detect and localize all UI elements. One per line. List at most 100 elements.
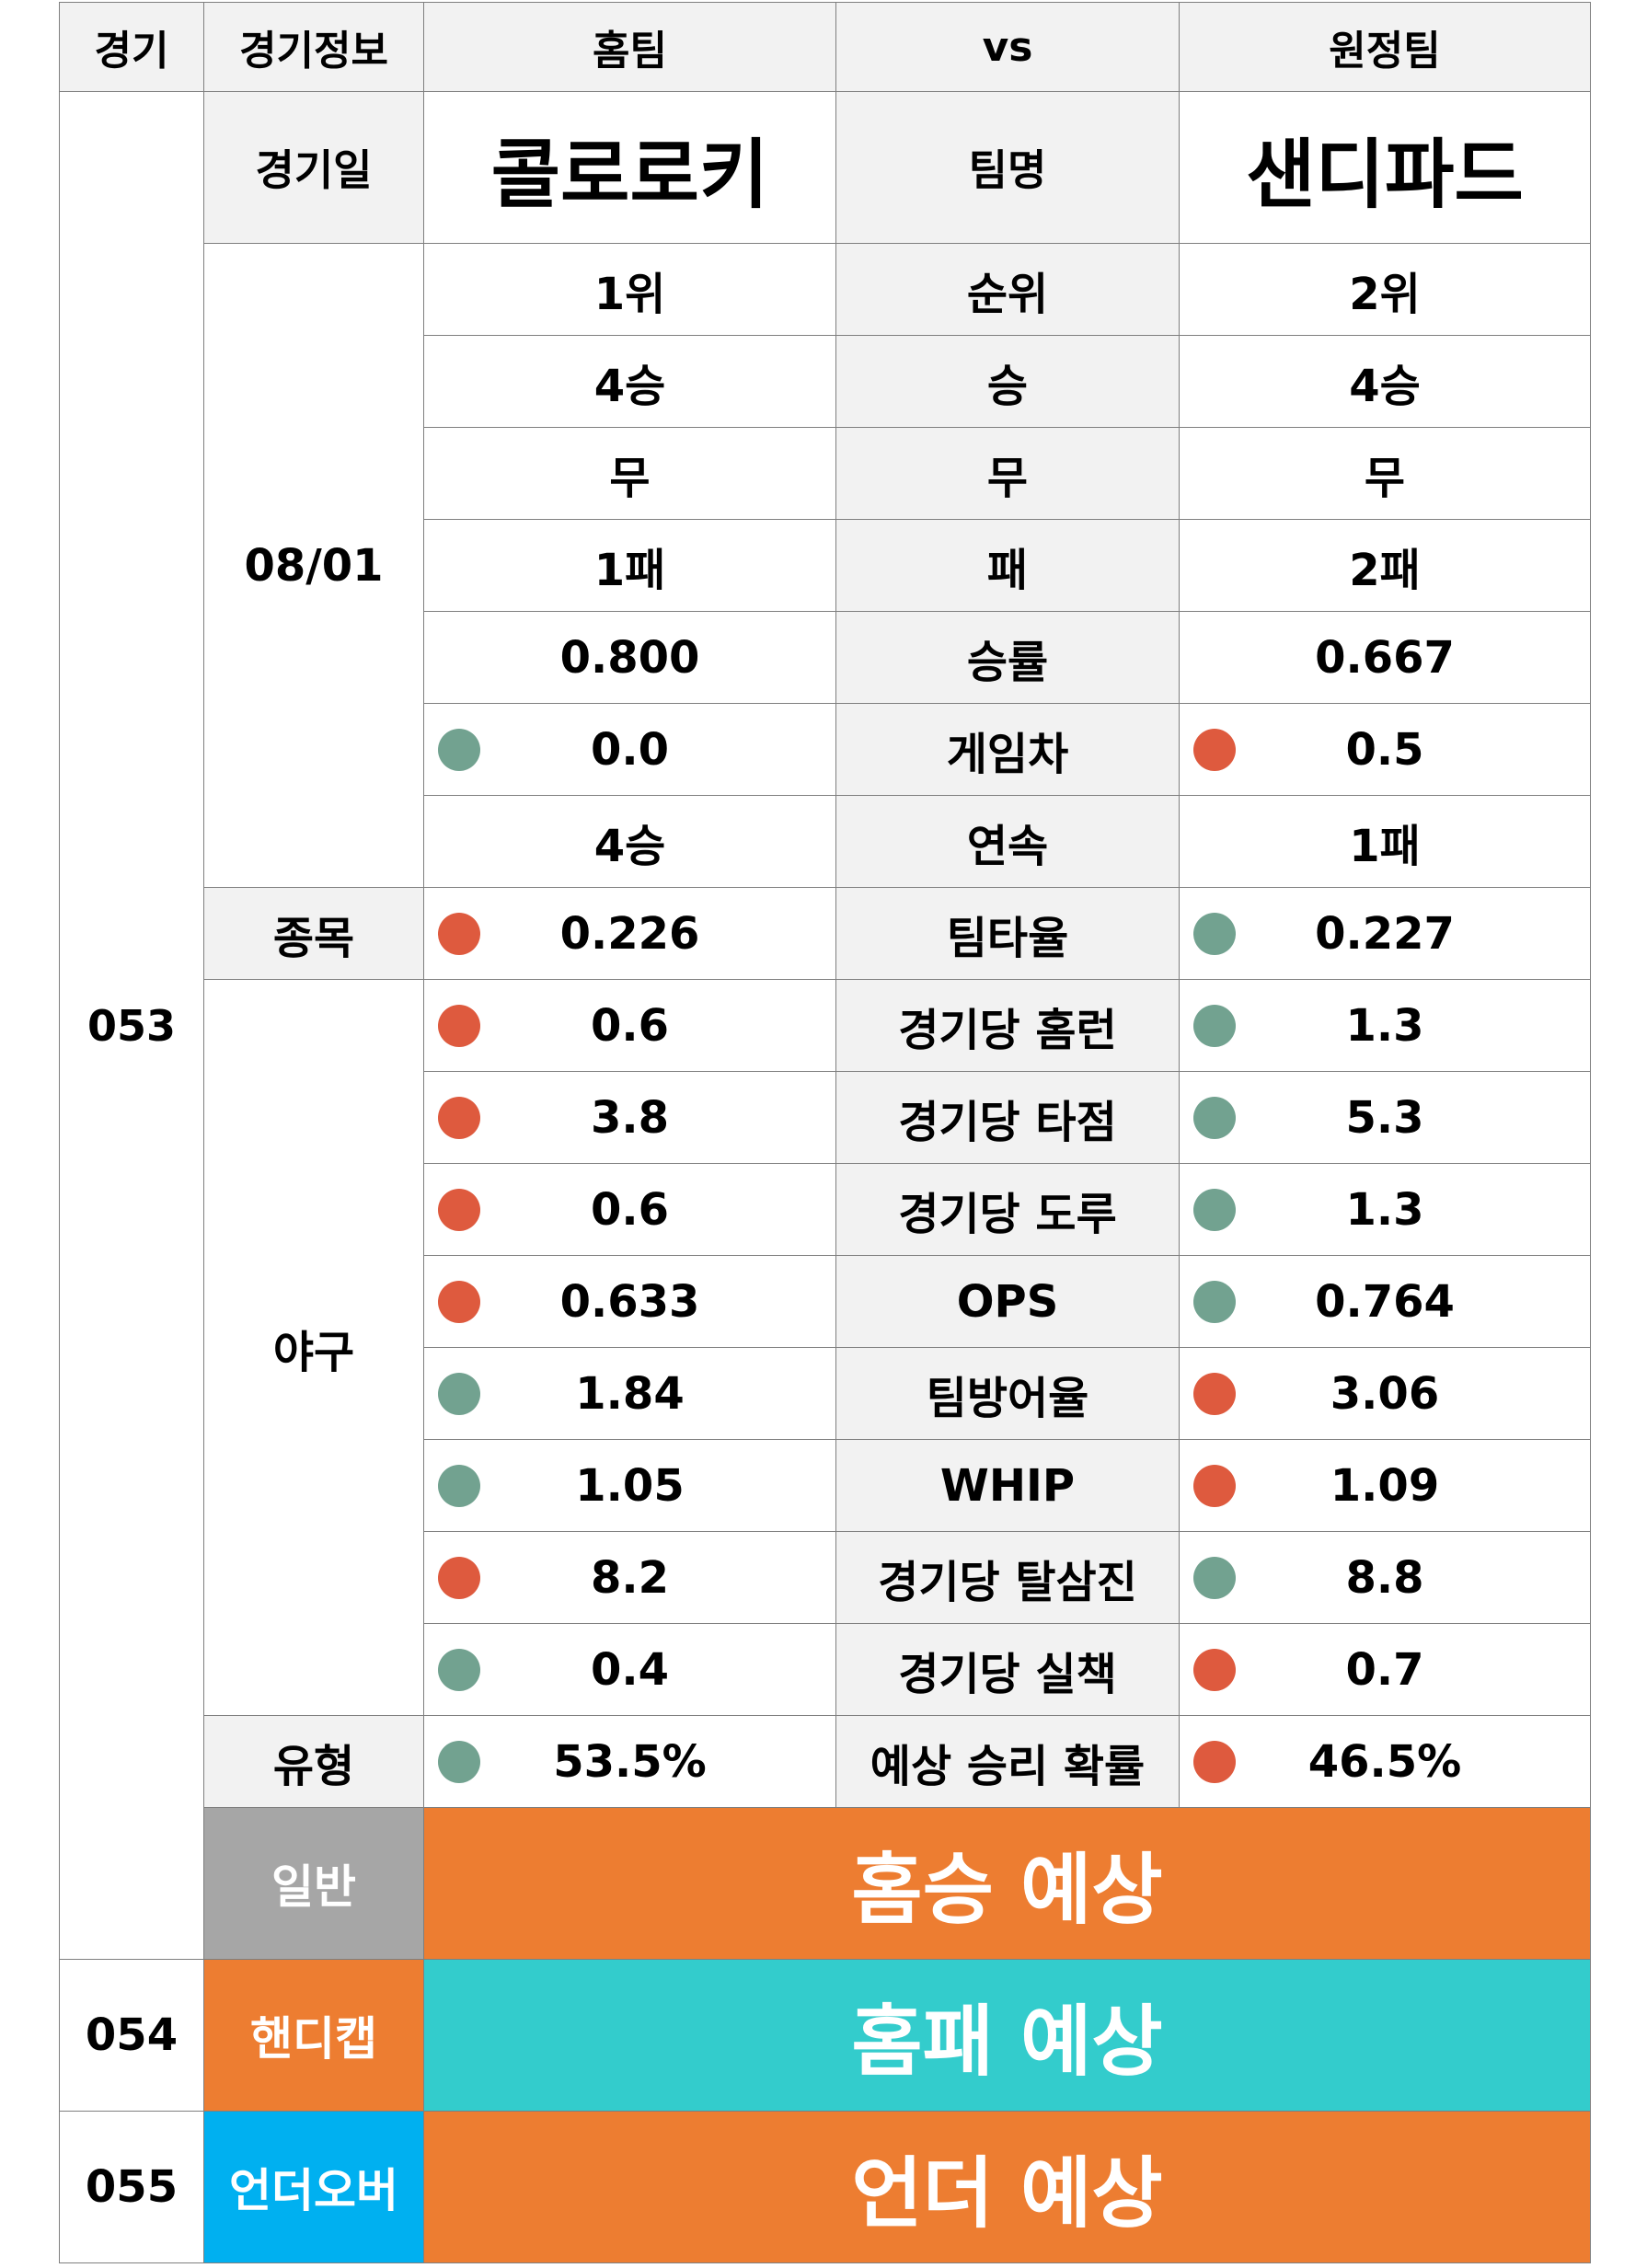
stat-label: WHIP [835,1439,1180,1532]
stat-row: 야구 0.6 경기당 홈런 1.3 [60,979,1591,1716]
sport-label: 종목 [203,887,424,980]
home-stat-text: 0.0 [590,723,670,776]
stat-row: 0.0 게임차 0.5 [60,703,1591,796]
home-stat-value: 0.633 [423,1255,836,1348]
away-stat-text: 4승 [1349,360,1421,412]
away-stat-value: 0.7 [1179,1623,1591,1716]
home-stat-value: 4승 [423,795,836,888]
indicator-dot-icon [438,1740,480,1783]
stat-label: 팀타율 [835,887,1180,980]
stat-label: 패 [835,519,1180,612]
indicator-dot-icon [438,1280,480,1323]
stat-label: 순위 [835,243,1180,336]
indicator-dot-icon [1193,912,1236,955]
home-stat-text: 0.6 [590,1183,670,1236]
game-number-053: 053 [59,91,204,1960]
stat-label: 팀방어율 [835,1347,1180,1440]
prediction-result: 언더 예상 [423,2111,1591,2263]
home-stat-text: 1위 [593,268,666,320]
away-stat-text: 0.7 [1345,1643,1424,1696]
away-stat-text: 무 [1364,452,1406,504]
stat-label: 승 [835,335,1180,428]
away-stat-value: 4승 [1179,335,1591,428]
away-stat-value: 1.3 [1179,979,1591,1072]
indicator-dot-icon [438,1648,480,1691]
away-stat-text: 0.764 [1315,1275,1455,1328]
stat-row: 4승 연속 1패 [60,795,1591,888]
away-stat-text: 2위 [1349,268,1421,320]
home-stat-text: 3.8 [590,1091,670,1144]
header-row: 경기 경기정보 홈팀 vs 원정팀 [59,2,1591,92]
home-stat-text: 1패 [593,544,666,596]
game-number-054: 054 [59,1959,204,2112]
stat-label: 경기당 타점 [835,1071,1180,1164]
stat-label: 경기당 도루 [835,1163,1180,1256]
home-stat-text: 4승 [593,360,666,412]
stat-label: 승률 [835,611,1180,704]
indicator-dot-icon [1193,1464,1236,1507]
stat-label: OPS [835,1255,1180,1348]
home-stat-value: 3.8 [423,1071,836,1164]
stat-label: 연속 [835,795,1180,888]
indicator-dot-icon [438,912,480,955]
home-stat-value: 0.800 [423,611,836,704]
bet-type-label: 핸디캡 [203,1959,424,2112]
away-stat-text: 0.667 [1315,631,1455,684]
indicator-dot-icon [1193,1372,1236,1415]
stat-row: 0.800 승률 0.667 [60,611,1591,704]
indicator-dot-icon [438,728,480,771]
away-stat-text: 0.227 [1315,907,1455,960]
stat-row: 08/01 1위 순위 2위 [60,243,1591,888]
away-stat-value: 46.5% [1179,1715,1591,1808]
away-stat-value: 0.5 [1179,703,1591,796]
stat-row: 0.633 OPS 0.764 [60,1255,1591,1348]
stat-row: 8.2 경기당 탈삼진 8.8 [60,1531,1591,1624]
home-stat-text: 0.226 [559,907,700,960]
indicator-dot-icon [438,1096,480,1139]
home-stat-value: 1위 [423,243,836,336]
indicator-dot-icon [1193,1096,1236,1139]
stat-row: 1패 패 2패 [60,519,1591,612]
away-stat-value: 1.09 [1179,1439,1591,1532]
indicator-dot-icon [1193,1280,1236,1323]
indicator-dot-icon [1193,728,1236,771]
stat-label: 경기당 실책 [835,1623,1180,1716]
match-table: 경기 경기정보 홈팀 vs 원정팀 053 경기일 콜로로키 팀명 샌디파드 0… [59,2,1591,2263]
home-team-name: 콜로로키 [423,91,836,244]
match-date: 08/01 [203,243,424,888]
away-stat-text: 1.09 [1330,1459,1440,1512]
indicator-dot-icon [1193,1556,1236,1599]
away-stat-value: 2위 [1179,243,1591,336]
away-stat-text: 3.06 [1330,1367,1440,1420]
header-away: 원정팀 [1179,2,1591,92]
header-info: 경기정보 [203,2,424,92]
home-stat-value: 4승 [423,335,836,428]
indicator-dot-icon [438,1372,480,1415]
home-stat-value: 0.0 [423,703,836,796]
away-stat-text: 1패 [1349,820,1421,872]
stat-row: 4승 승 4승 [60,335,1591,428]
bet-type-label: 일반 [203,1807,424,1960]
away-stat-value: 1.3 [1179,1163,1591,1256]
home-stat-value: 무 [423,427,836,520]
stat-label: 경기당 탈삼진 [835,1531,1180,1624]
away-stat-value: 0.227 [1179,887,1591,980]
bet-type-label: 언더오버 [203,2111,424,2263]
home-stat-value: 53.5% [423,1715,836,1808]
indicator-dot-icon [438,1188,480,1231]
away-stat-text: 8.8 [1345,1551,1424,1604]
away-stat-text: 1.3 [1345,1183,1424,1236]
home-stat-text: 무 [609,452,651,504]
indicator-dot-icon [438,1556,480,1599]
home-stat-text: 1.84 [575,1367,685,1420]
home-stat-text: 8.2 [590,1551,670,1604]
indicator-dot-icon [1193,1004,1236,1047]
home-stat-text: 0.4 [590,1643,670,1696]
header-vs: vs [835,2,1180,92]
prediction-row: 054 핸디캡 홈패 예상 [59,1959,1591,2112]
home-stat-value: 0.226 [423,887,836,980]
home-stat-text: 4승 [593,820,666,872]
away-stat-value: 무 [1179,427,1591,520]
header-game: 경기 [59,2,204,92]
